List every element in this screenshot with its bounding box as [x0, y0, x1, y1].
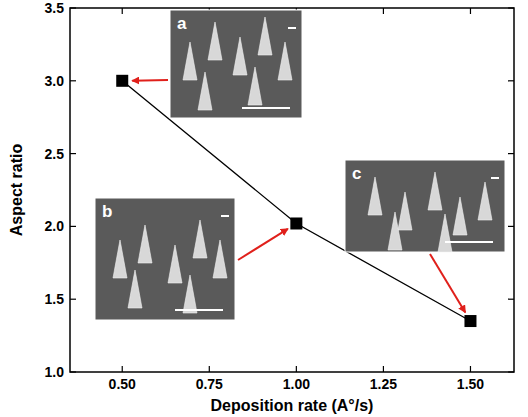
y-tick — [508, 226, 514, 227]
inset: c — [345, 160, 505, 252]
x-axis-title: Deposition rate (A°/s) — [211, 397, 374, 414]
x-tick — [209, 366, 210, 372]
inset-spike — [438, 214, 452, 252]
inset-spike — [368, 177, 382, 215]
inset-spike — [128, 270, 142, 308]
x-tick-label: 0.75 — [196, 376, 223, 392]
inset: a — [170, 10, 302, 118]
data-point — [290, 217, 302, 229]
inset-spike — [233, 37, 247, 75]
y-tick — [70, 7, 76, 8]
inset-spike — [198, 72, 212, 110]
inset-arrow — [238, 229, 288, 260]
scale-bar — [288, 27, 296, 29]
data-point — [116, 75, 128, 87]
x-tick-label: 1.00 — [283, 376, 310, 392]
inset-letter: c — [352, 164, 361, 183]
inset-spike — [213, 240, 227, 278]
y-tick — [70, 80, 76, 81]
scale-bar — [445, 241, 493, 243]
inset-spike — [138, 225, 152, 263]
y-tick-label: 2.5 — [45, 146, 65, 162]
inset-spike — [478, 182, 492, 220]
x-tick — [122, 366, 123, 372]
inset-spike — [208, 22, 222, 60]
inset-spike — [428, 172, 442, 210]
x-tick — [470, 8, 471, 14]
x-tick — [122, 8, 123, 14]
inset-image — [95, 198, 235, 320]
y-axis-title: Aspect ratio — [8, 144, 25, 237]
scale-bar — [221, 215, 229, 217]
data-point — [464, 315, 476, 327]
y-tick-label: 3.5 — [45, 0, 65, 16]
inset-spike — [248, 67, 262, 105]
inset-spike — [183, 275, 197, 313]
scale-bar — [491, 177, 499, 179]
plot-frame — [70, 8, 514, 372]
x-tick-label: 0.50 — [109, 376, 136, 392]
x-tick-label: 1.50 — [457, 376, 484, 392]
scale-bar — [242, 107, 290, 109]
chart: 0.50 0.75 1.00 1.25 1.50 1.0 1.5 2.0 2.5 3.0 3.5 De… — [0, 0, 528, 417]
inset-spike — [258, 17, 272, 55]
inset-arrow — [132, 79, 168, 82]
inset: b — [95, 198, 235, 320]
inset-spike — [453, 197, 467, 235]
inset-spike — [193, 220, 207, 258]
inset-spike — [113, 240, 127, 278]
y-tick — [70, 371, 76, 372]
y-tick — [508, 299, 514, 300]
inset-spike — [388, 212, 402, 250]
inset-spike — [183, 42, 197, 80]
inset-letter: a — [177, 14, 187, 33]
inset-spike — [278, 42, 292, 80]
x-tick — [470, 366, 471, 372]
inset-image — [345, 160, 505, 252]
y-tick — [508, 371, 514, 372]
y-tick — [70, 153, 76, 154]
inset-spike — [168, 245, 182, 283]
y-tick-label: 1.0 — [45, 364, 65, 380]
x-tick — [383, 8, 384, 14]
inset-spike — [398, 192, 412, 230]
inset-arrow — [430, 254, 465, 312]
inset-image — [170, 10, 302, 118]
y-tick — [70, 299, 76, 300]
y-tick-label: 3.0 — [45, 73, 65, 89]
y-tick — [508, 80, 514, 81]
y-tick-label: 2.0 — [45, 218, 65, 234]
y-tick-label: 1.5 — [45, 291, 65, 307]
x-tick — [383, 366, 384, 372]
x-tick-label: 1.25 — [370, 376, 397, 392]
y-tick — [508, 153, 514, 154]
y-tick — [508, 7, 514, 8]
scale-bar — [175, 309, 223, 311]
inset-letter: b — [102, 202, 112, 221]
x-tick — [296, 366, 297, 372]
y-tick — [70, 226, 76, 227]
